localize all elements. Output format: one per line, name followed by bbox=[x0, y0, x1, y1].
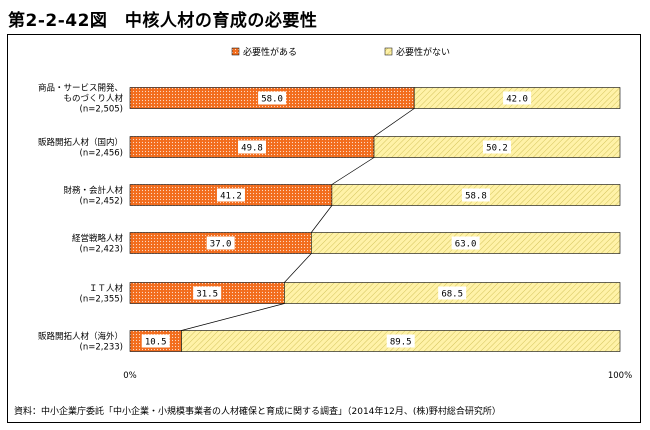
value-label-bg-4-2 bbox=[451, 236, 480, 250]
value-label-4-2: 63.0 bbox=[455, 240, 477, 250]
connector-line-2 bbox=[331, 157, 375, 185]
value-label-1-2: 42.0 bbox=[506, 95, 528, 105]
category-label-1-line-2: ものづくり人材 bbox=[63, 93, 123, 104]
value-label-bg-3-1 bbox=[216, 188, 245, 202]
category-label-6-line-1: 販路開拓人材（海外） bbox=[38, 331, 123, 342]
value-label-1-1: 58.0 bbox=[261, 95, 283, 105]
value-label-bg-4-1 bbox=[206, 236, 235, 250]
value-label-6-2: 89.5 bbox=[390, 338, 412, 348]
value-label-bg-6-1 bbox=[141, 334, 170, 348]
chart-frame bbox=[7, 34, 641, 423]
x-tick-label-1: 0% bbox=[123, 371, 137, 381]
category-label-4-line-2: (n=2,423) bbox=[80, 244, 123, 254]
x-axis-ticks: 0% 100% bbox=[123, 371, 632, 381]
value-label-bg-5-2 bbox=[438, 286, 467, 300]
value-label-6-1: 10.5 bbox=[145, 338, 167, 348]
value-label-bg-3-2 bbox=[461, 188, 490, 202]
legend-swatch-1 bbox=[231, 47, 240, 56]
chart-title: 第2-2-42図 中核人材の育成の必要性 bbox=[8, 11, 318, 31]
value-label-bg-2-1 bbox=[238, 140, 267, 154]
value-label-4-1: 37.0 bbox=[210, 240, 232, 250]
category-label-4-line-1: 経営戦略人材 bbox=[72, 233, 124, 244]
value-label-bg-1-1 bbox=[258, 91, 287, 105]
value-label-bg-6-2 bbox=[386, 334, 415, 348]
connector-line-3 bbox=[311, 205, 333, 233]
category-label-1-line-3: (n=2,505) bbox=[80, 105, 123, 115]
category-labels: 商品・サービス開発、ものづくり人材(n=2,505)販路開拓人材（国内）(n=2… bbox=[38, 83, 124, 353]
value-label-bg-2-2 bbox=[483, 140, 512, 154]
bars: 58.0 42.0 49.8 50.2 41.2 58.8 37.0 63.0 31.5 68.5… bbox=[129, 87, 621, 352]
value-label-2-1: 49.8 bbox=[241, 144, 263, 154]
connector-line-4 bbox=[284, 253, 312, 283]
category-label-3-line-2: (n=2,452) bbox=[80, 196, 123, 206]
legend-label-2: 必要性がない bbox=[396, 46, 450, 58]
category-label-5-line-1: ＩＴ人材 bbox=[89, 283, 124, 294]
value-label-bg-1-2 bbox=[503, 91, 532, 105]
value-label-5-2: 68.5 bbox=[441, 290, 463, 300]
connector-line-5 bbox=[181, 303, 285, 331]
connector-lines bbox=[181, 108, 415, 331]
value-label-3-2: 58.8 bbox=[465, 192, 487, 202]
category-label-2-line-1: 販路開拓人材（国内） bbox=[38, 137, 123, 148]
legend-swatch-2 bbox=[384, 47, 393, 56]
legend-label-1: 必要性がある bbox=[243, 46, 297, 58]
category-label-1-line-1: 商品・サービス開発、 bbox=[38, 83, 123, 94]
value-label-5-1: 31.5 bbox=[196, 290, 218, 300]
category-label-6-line-2: (n=2,233) bbox=[80, 342, 123, 352]
value-label-bg-5-1 bbox=[193, 286, 222, 300]
connector-line-1 bbox=[373, 108, 415, 137]
value-label-2-2: 50.2 bbox=[486, 144, 508, 154]
legend: 必要性がある 必要性がない bbox=[231, 46, 450, 58]
x-tick-label-2: 100% bbox=[608, 371, 632, 381]
category-label-2-line-2: (n=2,456) bbox=[80, 148, 123, 158]
source-note: 資料：中小企業庁委託「中小企業・小規模事業者の人材確保と育成に関する調査」（20… bbox=[14, 407, 501, 417]
category-label-3-line-1: 財務・会計人材 bbox=[63, 185, 123, 196]
category-label-5-line-2: (n=2,355) bbox=[80, 294, 123, 304]
value-label-3-1: 41.2 bbox=[220, 192, 242, 202]
